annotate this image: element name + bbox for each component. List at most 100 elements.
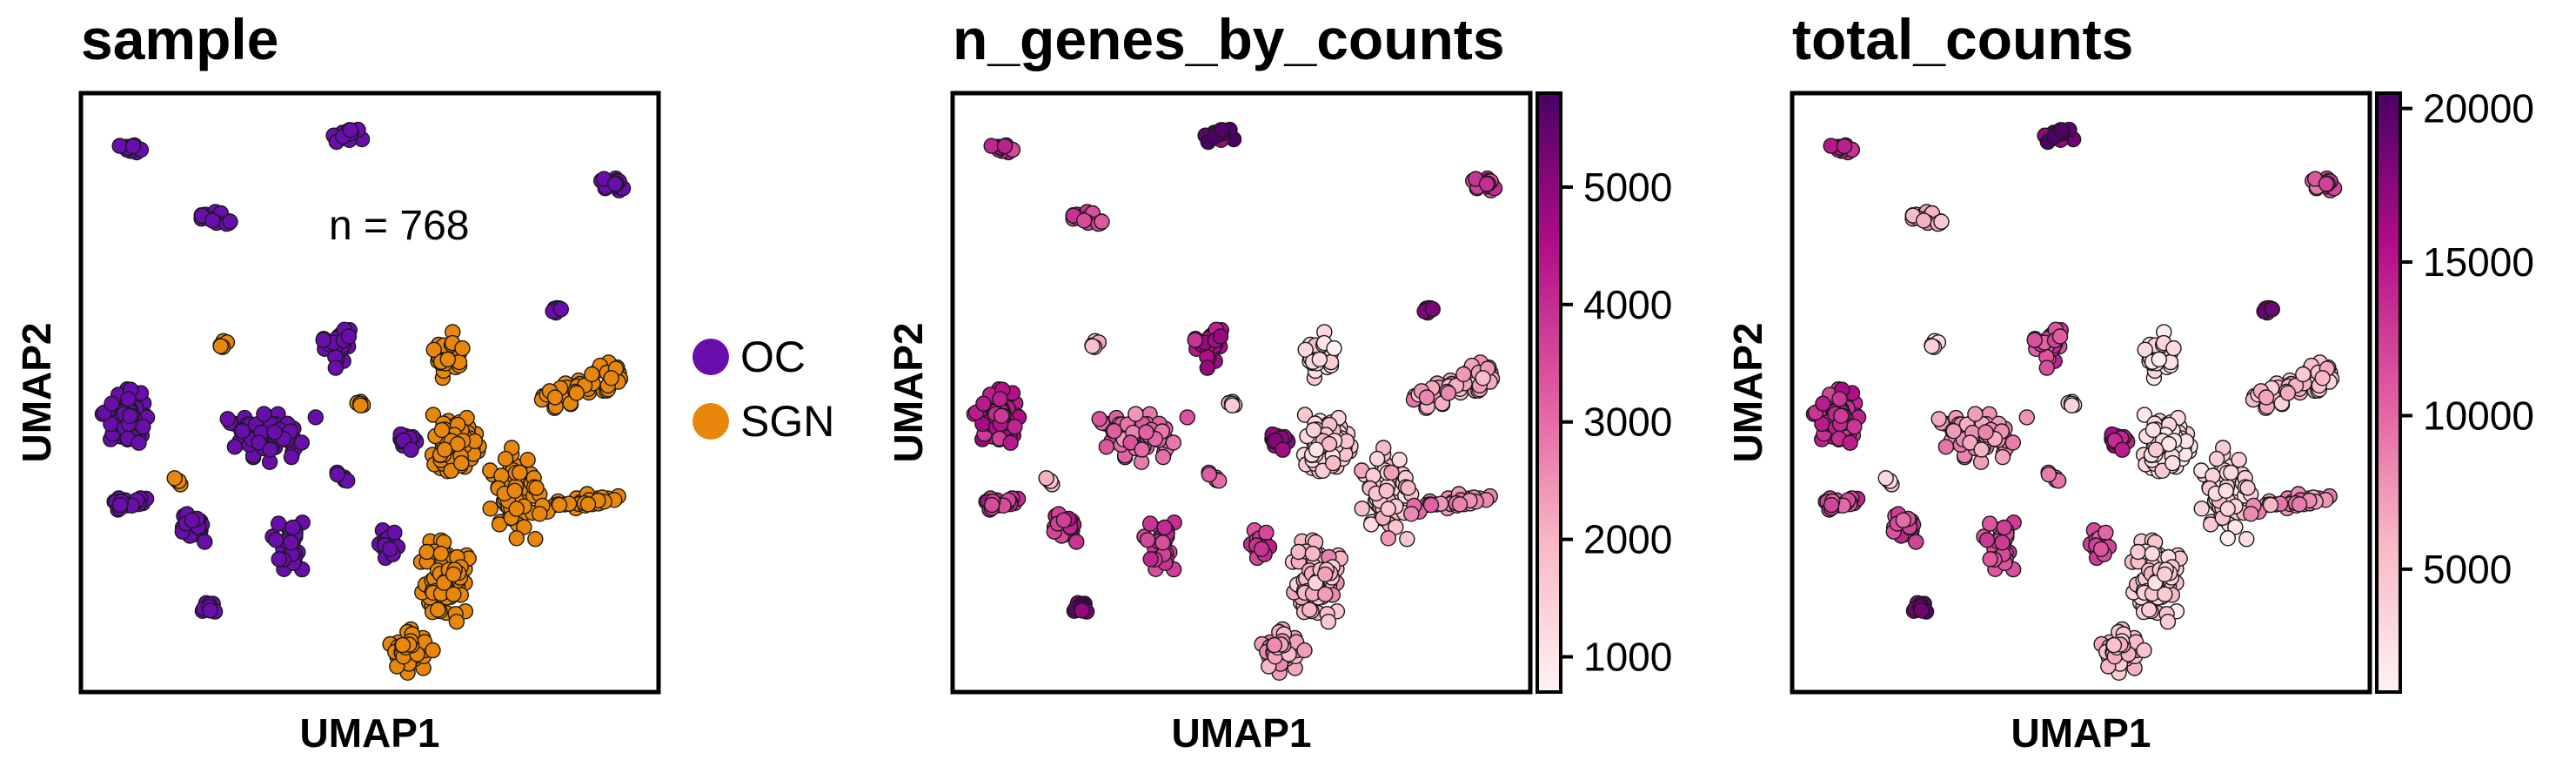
scatter-point xyxy=(1320,614,1337,630)
colorbar-tick-label: 4000 xyxy=(1583,282,1672,327)
scatter-point xyxy=(1142,551,1159,568)
x-axis-label-sample: UMAP1 xyxy=(299,710,439,756)
scatter-points-n-genes xyxy=(966,121,1503,681)
scatter-point xyxy=(352,397,369,413)
scatter-point xyxy=(256,406,272,422)
scatter-point xyxy=(432,545,450,562)
scatter-point xyxy=(1290,543,1307,561)
scatter-point xyxy=(1842,434,1858,451)
scatter-point xyxy=(204,212,221,229)
scatter-point xyxy=(1154,534,1171,551)
cell-count-annotation: n = 768 xyxy=(329,203,469,249)
scatter-point xyxy=(445,586,462,602)
scatter-point xyxy=(1002,434,1019,451)
scatter-point xyxy=(1311,351,1328,368)
axes-frame-sample xyxy=(78,91,661,695)
legend-sample: OC SGN xyxy=(693,333,834,446)
scatter-point xyxy=(1134,441,1150,458)
scatter-point xyxy=(1165,434,1182,451)
scatter-point xyxy=(2141,602,2158,618)
scatter-point xyxy=(222,213,238,230)
scatter-point xyxy=(519,452,536,468)
scatter-point xyxy=(425,407,442,423)
scatter-point xyxy=(436,441,453,458)
scatter-point xyxy=(1400,480,1416,496)
scatter-point xyxy=(2314,370,2331,386)
scatter-point xyxy=(983,138,1000,154)
scatter-point xyxy=(1091,411,1107,427)
scatter-point xyxy=(1368,450,1386,467)
scatter-point xyxy=(2218,482,2234,499)
scatter-point xyxy=(1258,524,1275,541)
scatter-point xyxy=(1106,423,1122,440)
scatter-point xyxy=(293,434,310,451)
scatter-point xyxy=(606,176,624,192)
scatter-point xyxy=(1094,213,1110,230)
scatter-point xyxy=(445,566,462,582)
scatter-point xyxy=(1179,409,1196,426)
scatter-point xyxy=(433,421,451,439)
colorbar-tick-label: 10000 xyxy=(2423,393,2534,438)
y-axis-label-sample: UMAP2 xyxy=(14,322,59,462)
scatter-point xyxy=(2038,360,2056,376)
scatter-point xyxy=(1316,566,1334,582)
scatter-point xyxy=(120,391,137,407)
scatter-point xyxy=(1475,370,1491,386)
chart-title-n-genes-by-counts: n_genes_by_counts xyxy=(953,7,1505,71)
scatter-point xyxy=(1199,360,1216,376)
scatter-point xyxy=(226,439,244,455)
scatter-point xyxy=(1945,423,1962,440)
scatter-point xyxy=(1296,642,1313,659)
scatter-point xyxy=(2053,122,2071,138)
legend-label-oc: OC xyxy=(740,333,806,381)
scatter-point xyxy=(482,501,498,517)
scatter-point xyxy=(2318,176,2335,192)
scatter-point xyxy=(546,389,564,406)
scatter-point xyxy=(2064,397,2080,413)
scatter-point xyxy=(2279,385,2297,401)
scatter-point xyxy=(2219,501,2236,517)
scatter-point xyxy=(219,411,236,427)
scatter-point xyxy=(124,138,142,155)
scatter-point xyxy=(283,534,299,551)
scatter-point xyxy=(1895,512,1912,528)
scatter-point xyxy=(2026,332,2043,348)
scatter-point xyxy=(1122,434,1139,451)
scatter-point xyxy=(1815,395,1831,412)
scatter-point xyxy=(197,534,213,550)
x-axis-label-total-counts: UMAP1 xyxy=(2011,710,2151,756)
axes-frame-n-genes xyxy=(950,91,1533,695)
scatter-point xyxy=(1973,441,1990,458)
scatter-point xyxy=(1930,411,1947,427)
scatter-point xyxy=(1977,424,1994,440)
scatter-point xyxy=(1212,328,1229,345)
scatter-point xyxy=(1098,439,1115,455)
scatter-point xyxy=(1915,212,1932,229)
scatter-point xyxy=(1962,434,1978,451)
scatter-point xyxy=(1982,551,1998,568)
scatter-point xyxy=(418,543,435,561)
scatter-point xyxy=(202,602,218,619)
chart-title-sample: sample xyxy=(81,7,278,71)
scatter-point xyxy=(1266,636,1283,654)
scatter-point xyxy=(425,341,442,358)
scatter-point xyxy=(506,482,523,499)
scatter-points-sample xyxy=(94,121,632,681)
scatter-point xyxy=(1038,470,1054,487)
scatter-point xyxy=(584,366,600,383)
scatter-point xyxy=(2018,409,2036,426)
scatter-point xyxy=(532,506,548,522)
scatter-point xyxy=(1831,391,1848,407)
scatter-point xyxy=(2130,543,2146,561)
scatter-point xyxy=(2239,480,2256,496)
scatter-point xyxy=(2227,519,2244,535)
scatter-point xyxy=(1424,301,1442,318)
scatter-point xyxy=(2144,421,2162,439)
scatter-point xyxy=(1933,213,1950,230)
scatter-point xyxy=(135,419,151,435)
legend-marker-sgn xyxy=(693,403,729,440)
scatter-point xyxy=(1383,464,1400,481)
scatter-point xyxy=(1836,138,1853,155)
scatter-point xyxy=(2238,531,2255,548)
scatter-point xyxy=(104,395,120,412)
